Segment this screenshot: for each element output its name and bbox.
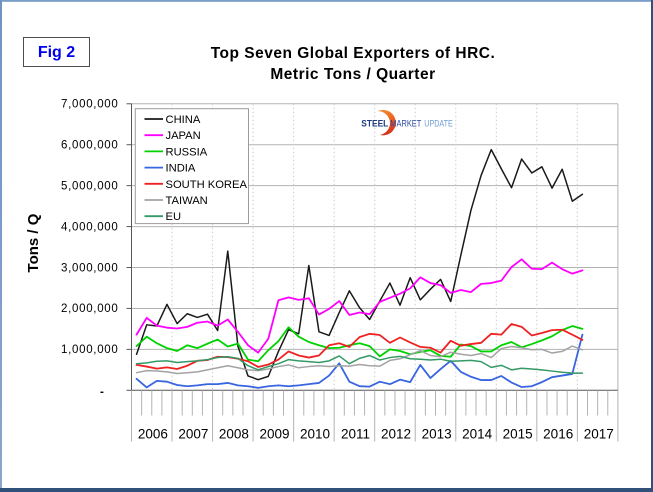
svg-text:4,000,000: 4,000,000: [61, 221, 118, 233]
svg-text:3,000,000: 3,000,000: [61, 262, 118, 274]
svg-text:-: -: [100, 386, 104, 398]
svg-text:2,000,000: 2,000,000: [61, 303, 118, 315]
svg-text:1,000,000: 1,000,000: [61, 344, 118, 356]
svg-text:TAIWAN: TAIWAN: [166, 195, 208, 207]
svg-text:2008: 2008: [219, 427, 249, 442]
svg-text:2013: 2013: [422, 427, 452, 442]
svg-text:INDIA: INDIA: [166, 163, 196, 175]
svg-text:RUSSIA: RUSSIA: [166, 146, 208, 158]
svg-text:2009: 2009: [259, 427, 289, 442]
svg-text:2007: 2007: [178, 427, 208, 442]
svg-text:MARKET: MARKET: [390, 118, 421, 129]
svg-text:SOUTH KOREA: SOUTH KOREA: [166, 179, 248, 191]
svg-text:2006: 2006: [138, 427, 168, 442]
svg-text:UPDATE: UPDATE: [424, 118, 453, 129]
svg-text:2015: 2015: [503, 427, 533, 442]
svg-text:2016: 2016: [543, 427, 573, 442]
svg-text:2010: 2010: [300, 427, 330, 442]
svg-text:7,000,000: 7,000,000: [61, 99, 118, 111]
svg-text:2012: 2012: [381, 427, 411, 442]
svg-text:2017: 2017: [584, 427, 614, 442]
svg-text:Tons / Q: Tons / Q: [25, 213, 42, 272]
svg-text:CHINA: CHINA: [166, 114, 201, 126]
svg-text:EU: EU: [166, 211, 182, 223]
svg-text:6,000,000: 6,000,000: [61, 140, 118, 152]
svg-text:2011: 2011: [341, 427, 370, 442]
svg-text:STEEL: STEEL: [361, 118, 388, 129]
svg-text:5,000,000: 5,000,000: [61, 180, 118, 192]
svg-text:JAPAN: JAPAN: [166, 130, 201, 142]
svg-text:2014: 2014: [462, 427, 493, 442]
